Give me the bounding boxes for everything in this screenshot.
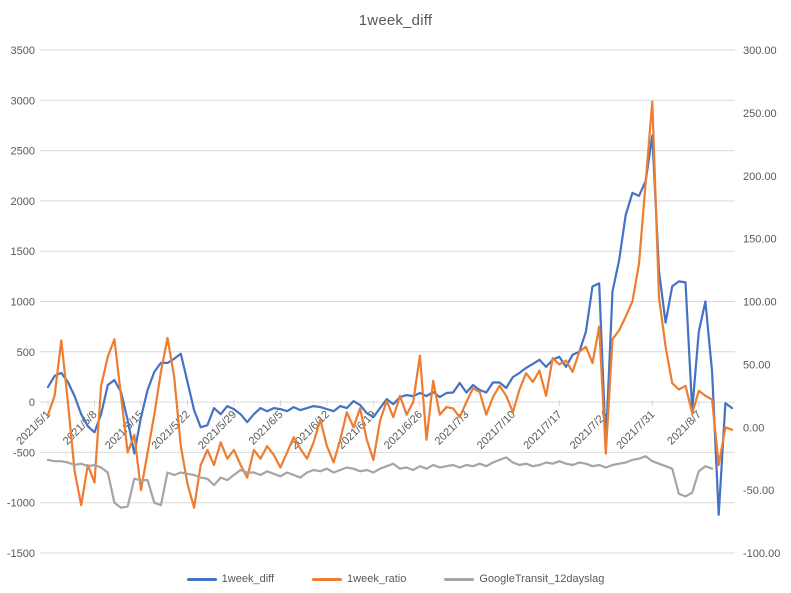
svg-text:0.00: 0.00 [743,422,764,434]
svg-text:-50.00: -50.00 [743,485,774,497]
svg-text:0: 0 [29,397,35,409]
svg-text:2021/7/17: 2021/7/17 [521,409,564,452]
svg-text:2021/5/22: 2021/5/22 [149,409,192,452]
svg-text:500: 500 [17,347,35,359]
legend-item-1week-diff[interactable]: 1week_diff [186,573,275,585]
svg-text:3500: 3500 [11,45,35,57]
legend: 1week_diff 1week_ratio GoogleTransit_12d… [0,573,791,585]
svg-text:250.00: 250.00 [743,108,777,120]
series-1week_ratio[interactable] [46,100,734,509]
svg-text:2021/7/3: 2021/7/3 [433,409,472,448]
left-axis-labels: 3500 3000 2500 2000 1500 1000 500 0 -500 -1000 -15… [7,45,35,560]
legend-item-1week-ratio[interactable]: 1week_ratio [312,573,406,585]
legend-swatch-gray [444,577,475,581]
svg-text:2500: 2500 [11,146,35,158]
svg-text:1500: 1500 [11,246,35,258]
legend-label: 1week_ratio [347,573,407,585]
legend-swatch-blue [186,577,217,581]
svg-text:-500: -500 [13,447,35,459]
chart-title[interactable]: 1week_diff [358,12,433,29]
svg-text:100.00: 100.00 [743,297,777,309]
legend-swatch-orange [312,577,343,581]
gridlines [40,49,735,554]
svg-text:2000: 2000 [11,196,35,208]
svg-text:2021/7/10: 2021/7/10 [475,409,518,452]
series-GoogleTransit_12dayslag[interactable] [46,455,714,509]
series-1week_diff[interactable] [46,134,734,516]
svg-text:-1000: -1000 [7,498,35,510]
legend-label: GoogleTransit_12dayslag [479,573,605,585]
svg-text:200.00: 200.00 [743,171,777,183]
svg-text:2021/5/29: 2021/5/29 [196,409,239,452]
svg-text:2021/7/31: 2021/7/31 [614,409,657,452]
svg-text:2021/6/26: 2021/6/26 [382,409,425,452]
svg-text:-1500: -1500 [7,548,35,560]
svg-text:50.00: 50.00 [743,359,771,371]
legend-label: 1week_diff [221,573,275,585]
x-axis-labels: 2021/5/1 2021/5/8 2021/5/15 2021/5/22 2021/5… [14,400,704,452]
svg-text:2021/6/12: 2021/6/12 [289,409,332,452]
svg-text:2021/8/7: 2021/8/7 [665,409,704,448]
right-axis-labels: 300.00 250.00 200.00 150.00 100.00 50.00 0.00 -… [743,45,780,560]
svg-text:-100.00: -100.00 [743,548,780,560]
svg-text:3000: 3000 [11,95,35,107]
svg-text:300.00: 300.00 [743,45,777,57]
svg-text:150.00: 150.00 [743,234,777,246]
svg-text:1000: 1000 [11,297,35,309]
legend-item-googletransit-12dayslag[interactable]: GoogleTransit_12dayslag [444,573,604,585]
